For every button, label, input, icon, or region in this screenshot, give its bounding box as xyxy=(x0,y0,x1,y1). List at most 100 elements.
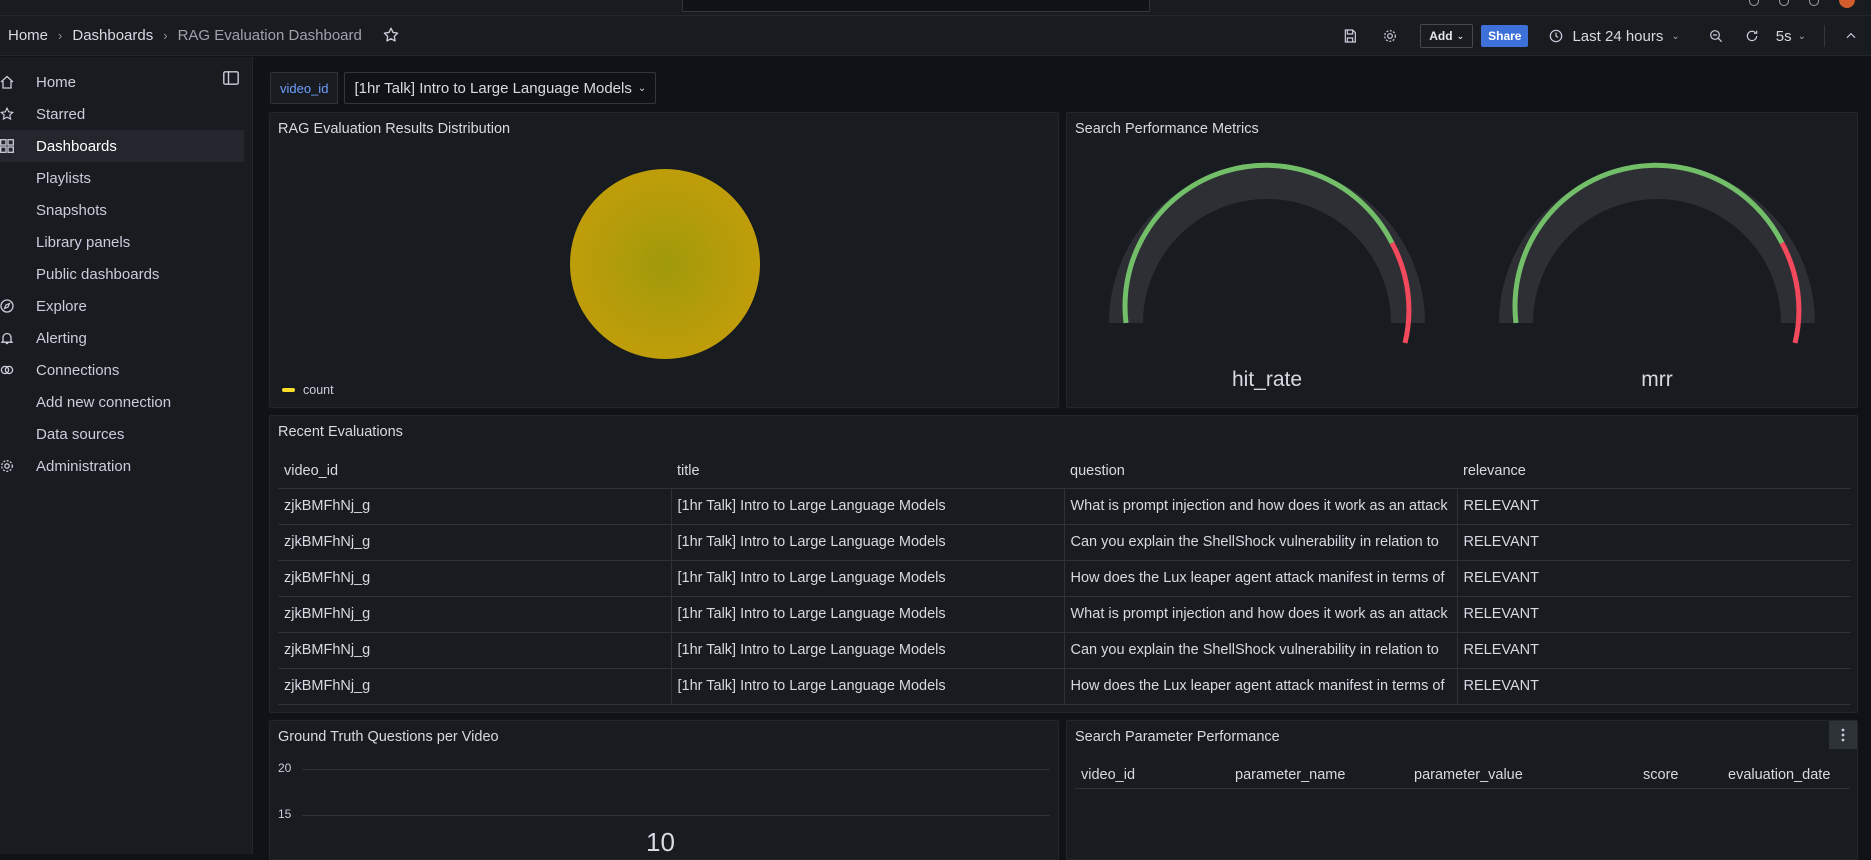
gauge-panel[interactable]: Search Performance Metrics hit_rate mrr xyxy=(1066,112,1858,408)
variable-value: [1hr Talk] Intro to Large Language Model… xyxy=(354,79,632,97)
gear-icon[interactable] xyxy=(1376,22,1404,50)
sidebar: Home Starred Dashboards Playlists Snapsh… xyxy=(0,57,253,854)
gridline xyxy=(302,815,1050,816)
table-cell: RELEVANT xyxy=(1457,488,1851,525)
refresh-picker[interactable]: 5s ⌄ xyxy=(1744,28,1806,45)
bar-value-label: 10 xyxy=(646,827,675,857)
table-row[interactable]: zjkBMFhNj_g [1hr Talk] Intro to Large La… xyxy=(278,632,1851,669)
breadcrumb-home[interactable]: Home xyxy=(8,26,49,44)
sidebar-item-label: Administration xyxy=(36,457,132,475)
column-header[interactable]: parameter_name xyxy=(1235,767,1346,783)
top-strip xyxy=(0,0,1871,16)
help-icon[interactable] xyxy=(1749,0,1759,6)
table-cell: [1hr Talk] Intro to Large Language Model… xyxy=(671,596,1065,633)
panel-menu-icon[interactable] xyxy=(1829,721,1857,749)
avatar[interactable] xyxy=(1839,0,1855,8)
toolbar-actions: Add ⌄ Share Last 24 hours ⌄ 5s ⌄ xyxy=(1324,22,1871,50)
table-cell: How does the Lux leaper agent attack man… xyxy=(1064,668,1458,705)
refresh-interval-label: 5s xyxy=(1775,27,1792,45)
table-header-row: video_id title question relevance xyxy=(278,454,1851,489)
bell-icon xyxy=(0,332,14,345)
sidebar-item-snapshots[interactable]: Snapshots xyxy=(0,194,244,226)
table-row[interactable]: zjkBMFhNj_g [1hr Talk] Intro to Large La… xyxy=(278,596,1851,633)
compass-icon xyxy=(0,299,14,313)
add-button-label: Add xyxy=(1429,29,1453,43)
user-menu-icon[interactable] xyxy=(1809,0,1819,6)
breadcrumb-dashboards[interactable]: Dashboards xyxy=(72,26,154,44)
legend[interactable]: count xyxy=(282,383,334,397)
sidebar-item-starred[interactable]: Starred xyxy=(0,98,244,130)
save-icon[interactable] xyxy=(1336,22,1364,50)
column-header[interactable]: relevance xyxy=(1457,454,1851,489)
column-header[interactable]: question xyxy=(1064,454,1457,489)
sidebar-item-administration[interactable]: Administration xyxy=(0,450,244,482)
chevron-right-icon: › xyxy=(58,27,63,43)
sidebar-item-dashboards[interactable]: Dashboards xyxy=(0,130,244,162)
sidebar-item-public-dashboards[interactable]: Public dashboards xyxy=(0,258,244,290)
sidebar-item-label: Home xyxy=(36,73,77,91)
pie-panel[interactable]: RAG Evaluation Results Distribution coun… xyxy=(269,112,1059,408)
panel-title: Recent Evaluations xyxy=(278,424,403,440)
table-cell: zjkBMFhNj_g xyxy=(278,632,672,669)
dashboard-toolbar: Home › Dashboards › RAG Evaluation Dashb… xyxy=(0,16,1871,56)
sidebar-item-explore[interactable]: Explore xyxy=(0,290,244,322)
column-header[interactable]: evaluation_date xyxy=(1728,767,1831,783)
pie-chart[interactable] xyxy=(570,169,760,359)
table-row[interactable]: zjkBMFhNj_g [1hr Talk] Intro to Large La… xyxy=(278,488,1851,525)
sidebar-item-home[interactable]: Home xyxy=(0,66,244,98)
breadcrumb: Home › Dashboards › RAG Evaluation Dashb… xyxy=(8,26,400,44)
sidebar-item-connections[interactable]: Connections xyxy=(0,354,244,386)
column-header[interactable]: title xyxy=(671,454,1064,489)
sidebar-item-add-new-connection[interactable]: Add new connection xyxy=(0,386,244,418)
dock-menu-icon[interactable] xyxy=(223,71,239,85)
time-range-picker[interactable]: Last 24 hours ⌄ xyxy=(1548,28,1680,45)
clock-icon xyxy=(1550,29,1563,43)
add-button[interactable]: Add ⌄ xyxy=(1420,24,1474,48)
column-header[interactable]: video_id xyxy=(1081,767,1136,783)
sidebar-item-library-panels[interactable]: Library panels xyxy=(0,226,244,258)
table-cell: [1hr Talk] Intro to Large Language Model… xyxy=(671,524,1065,561)
sidebar-item-label: Data sources xyxy=(36,425,125,443)
table-row[interactable]: zjkBMFhNj_g [1hr Talk] Intro to Large La… xyxy=(278,560,1851,597)
panel-title: Search Performance Metrics xyxy=(1075,121,1259,137)
column-header[interactable]: video_id xyxy=(278,454,671,489)
hit-rate-gauge[interactable] xyxy=(1102,153,1432,353)
divider xyxy=(1824,25,1825,47)
table-cell: zjkBMFhNj_g xyxy=(278,596,672,633)
chevron-down-icon: ⌄ xyxy=(1797,30,1806,42)
column-header[interactable]: score xyxy=(1643,767,1679,783)
table-cell: RELEVANT xyxy=(1457,596,1851,633)
sidebar-item-data-sources[interactable]: Data sources xyxy=(0,418,244,450)
table-row[interactable]: zjkBMFhNj_g [1hr Talk] Intro to Large La… xyxy=(278,524,1851,561)
zoom-out-icon[interactable] xyxy=(1702,22,1730,50)
mrr-gauge[interactable] xyxy=(1492,153,1822,353)
search-input[interactable] xyxy=(682,0,1150,12)
star-icon[interactable] xyxy=(382,26,400,44)
column-header[interactable]: parameter_value xyxy=(1414,767,1523,783)
top-icons xyxy=(1749,0,1855,8)
table-cell: Can you explain the ShellShock vulnerabi… xyxy=(1064,632,1458,669)
variable-select[interactable]: [1hr Talk] Intro to Large Language Model… xyxy=(344,72,657,104)
table-cell: zjkBMFhNj_g xyxy=(278,524,672,561)
news-icon[interactable] xyxy=(1779,0,1789,6)
gear-icon xyxy=(1,460,13,472)
sidebar-item-label: Connections xyxy=(36,361,120,379)
table-cell: How does the Lux leaper agent attack man… xyxy=(1064,560,1458,597)
sidebar-item-alerting[interactable]: Alerting xyxy=(0,322,244,354)
search-parameter-panel[interactable]: Search Parameter Performance video_id pa… xyxy=(1066,720,1858,860)
share-button[interactable]: Share xyxy=(1481,25,1529,47)
ground-truth-panel[interactable]: Ground Truth Questions per Video 20 15 1… xyxy=(269,720,1059,860)
refresh-icon[interactable] xyxy=(1744,28,1760,44)
recent-evaluations-panel[interactable]: Recent Evaluations video_id title questi… xyxy=(269,415,1858,713)
legend-label: count xyxy=(303,383,334,397)
chevron-up-icon[interactable] xyxy=(1837,22,1865,50)
table-cell: [1hr Talk] Intro to Large Language Model… xyxy=(671,560,1065,597)
table-cell: [1hr Talk] Intro to Large Language Model… xyxy=(671,488,1065,525)
table-cell: What is prompt injection and how does it… xyxy=(1064,488,1458,525)
table-row[interactable]: zjkBMFhNj_g [1hr Talk] Intro to Large La… xyxy=(278,668,1851,705)
sidebar-item-label: Explore xyxy=(36,297,87,315)
evaluations-table: video_id title question relevance zjkBMF… xyxy=(278,454,1851,705)
sidebar-item-playlists[interactable]: Playlists xyxy=(0,162,244,194)
table-cell: zjkBMFhNj_g xyxy=(278,668,672,705)
table-cell: RELEVANT xyxy=(1457,632,1851,669)
